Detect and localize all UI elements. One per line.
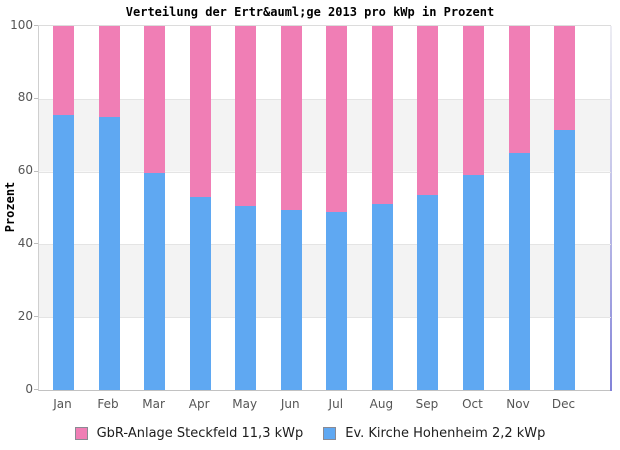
bar-segment-steckfeld-nov xyxy=(508,26,530,154)
y-tick-label-0: 0 xyxy=(25,381,33,396)
bar-segment-hohenheim-jan xyxy=(53,115,74,390)
bar-segment-steckfeld-aug xyxy=(371,26,393,205)
bar-aug xyxy=(371,26,393,390)
plot-area xyxy=(38,25,612,391)
bar-jan xyxy=(53,26,74,390)
bar-segment-steckfeld-feb xyxy=(98,26,120,117)
bar-jul xyxy=(326,26,348,390)
gridline-60 xyxy=(39,171,611,173)
bar-segment-hohenheim-oct xyxy=(462,175,484,390)
legend-swatch-icon xyxy=(74,427,88,440)
x-tick-label-may: May xyxy=(232,397,258,411)
bar-segment-hohenheim-nov xyxy=(508,153,530,390)
bar-segment-steckfeld-jun xyxy=(280,26,302,210)
gridline-40 xyxy=(39,244,611,246)
plot-right-edge xyxy=(610,26,612,391)
y-tick-mark-80 xyxy=(34,97,38,99)
bar-oct xyxy=(462,26,484,390)
bar-segment-hohenheim-jun xyxy=(280,209,302,390)
bar-feb xyxy=(98,26,120,390)
y-tick-label-100: 100 xyxy=(10,17,33,32)
bar-segment-steckfeld-jul xyxy=(326,26,348,212)
x-tick-label-jan: Jan xyxy=(53,397,72,411)
bar-mar xyxy=(144,26,166,390)
y-tick-label-40: 40 xyxy=(17,235,33,250)
bar-nov xyxy=(508,26,530,390)
x-tick-label-dec: Dec xyxy=(551,397,576,411)
x-tick-label-oct: Oct xyxy=(462,397,483,411)
y-tick-label-80: 80 xyxy=(17,90,33,105)
legend-swatch-icon xyxy=(323,427,337,440)
bar-segment-steckfeld-sep xyxy=(417,26,439,196)
bar-segment-hohenheim-jul xyxy=(326,211,348,390)
legend-item-0: GbR-Anlage Steckfeld 11,3 kWp xyxy=(74,426,304,441)
bar-segment-steckfeld-oct xyxy=(462,26,484,176)
y-tick-mark-0 xyxy=(34,389,38,390)
bar-segment-steckfeld-jan xyxy=(53,26,74,116)
bar-dec xyxy=(554,26,576,390)
gridline-80 xyxy=(39,98,611,100)
bar-apr xyxy=(189,26,211,390)
bar-segment-hohenheim-may xyxy=(235,206,257,390)
bar-segment-hohenheim-mar xyxy=(144,173,166,390)
bar-segment-steckfeld-apr xyxy=(189,26,211,198)
legend-label: GbR-Anlage Steckfeld 11,3 kWp xyxy=(96,426,304,441)
y-tick-mark-40 xyxy=(34,243,38,245)
x-tick-label-nov: Nov xyxy=(506,397,530,411)
bar-segment-hohenheim-dec xyxy=(554,129,576,390)
bar-may xyxy=(235,26,257,390)
x-tick-label-aug: Aug xyxy=(369,397,394,411)
bar-segment-hohenheim-aug xyxy=(371,204,393,390)
bar-segment-steckfeld-mar xyxy=(144,26,166,174)
bar-jun xyxy=(280,26,302,390)
y-tick-label-60: 60 xyxy=(17,163,33,178)
y-tick-label-20: 20 xyxy=(17,308,33,323)
x-tick-label-jul: Jul xyxy=(328,397,344,411)
bar-segment-steckfeld-may xyxy=(235,26,257,207)
x-tick-label-mar: Mar xyxy=(142,397,165,411)
y-tick-mark-60 xyxy=(34,170,38,172)
x-tick-label-sep: Sep xyxy=(415,397,439,411)
y-tick-mark-20 xyxy=(34,316,38,318)
y-tick-mark-100 xyxy=(34,25,38,26)
bar-segment-steckfeld-dec xyxy=(554,26,576,130)
legend: GbR-Anlage Steckfeld 11,3 kWp Ev. Kirche … xyxy=(0,426,620,441)
chart-title: Verteilung der Ertr&auml;ge 2013 pro kWp… xyxy=(125,5,495,19)
bar-segment-hohenheim-sep xyxy=(417,195,439,390)
x-tick-label-apr: Apr xyxy=(188,397,210,411)
x-tick-label-feb: Feb xyxy=(97,397,119,411)
bar-segment-hohenheim-feb xyxy=(98,117,120,390)
x-tick-label-jun: Jun xyxy=(280,397,300,411)
gridline-20 xyxy=(39,317,611,319)
bar-segment-hohenheim-apr xyxy=(189,197,211,390)
legend-label: Ev. Kirche Hohenheim 2,2 kWp xyxy=(345,426,546,441)
legend-item-1: Ev. Kirche Hohenheim 2,2 kWp xyxy=(323,426,545,441)
bar-sep xyxy=(417,26,439,390)
